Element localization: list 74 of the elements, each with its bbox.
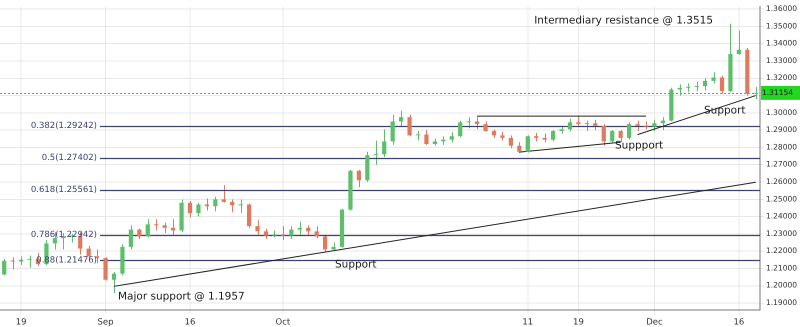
annotation: Suppport	[615, 140, 664, 152]
candlestick	[635, 120, 640, 132]
candlestick	[660, 116, 665, 131]
candlestick	[255, 220, 260, 236]
candlestick	[416, 130, 420, 142]
candlestick	[27, 255, 32, 268]
candlestick	[627, 122, 632, 140]
candlestick	[390, 114, 395, 146]
candlestick	[424, 130, 429, 146]
annotation: Support	[335, 258, 377, 271]
candlestick	[306, 224, 310, 236]
candlestick	[754, 86, 758, 100]
candlestick	[112, 271, 116, 294]
annotation: Intermediary resistance @ 1.3515	[534, 14, 713, 27]
candlestick	[280, 226, 285, 240]
candlestick	[610, 130, 614, 144]
ref-line-label: 0.382(1.29242)	[30, 121, 97, 132]
candlestick	[508, 134, 513, 149]
candlestick	[382, 128, 386, 158]
candlestick	[196, 202, 201, 218]
candlestick	[154, 218, 158, 231]
candlestick	[551, 130, 556, 142]
annotation: Major support @ 1.1957	[118, 290, 245, 303]
candlestick	[323, 234, 328, 253]
candlestick	[736, 30, 741, 56]
x-tick-label: 16	[733, 317, 744, 327]
x-tick-label: Oct	[276, 317, 291, 327]
candlestick	[230, 198, 234, 213]
candlestick	[10, 256, 15, 270]
candlestick	[356, 169, 361, 188]
candlestick	[584, 120, 589, 132]
candlestick	[652, 119, 657, 132]
x-tick-label: 19	[573, 317, 584, 327]
candlestick	[374, 140, 378, 166]
ref-line-label: 0.618(1.25561)	[30, 184, 97, 195]
x-tick-label: 16	[184, 317, 196, 327]
candlestick	[694, 81, 699, 92]
candlestick	[678, 84, 682, 96]
candlestick	[289, 226, 294, 240]
candlestick	[103, 256, 108, 282]
candlestick	[2, 258, 6, 276]
candlestick	[162, 222, 167, 234]
x-tick-label: 19	[16, 317, 27, 327]
candlestick	[171, 218, 176, 236]
annotation: Support	[704, 104, 746, 117]
candlestick	[146, 218, 150, 238]
candlestick	[568, 118, 572, 132]
x-tick-label: 11	[522, 317, 534, 327]
candlestick	[137, 228, 142, 240]
candlestick	[526, 134, 530, 154]
candlestick	[475, 116, 480, 130]
candlestick	[450, 131, 454, 143]
candlestick	[602, 124, 606, 146]
candlestick	[314, 226, 319, 239]
candlestick	[407, 114, 412, 137]
candlestick	[711, 72, 716, 84]
candlestick	[703, 78, 708, 91]
candlestick	[247, 203, 252, 228]
candlestick	[298, 221, 302, 236]
candlestick	[238, 198, 243, 214]
candlestick	[593, 119, 598, 131]
candlestick	[188, 200, 192, 218]
candlestick	[517, 142, 522, 154]
x-tick-label: Dec	[646, 317, 663, 327]
x-tick-label: Sep	[98, 317, 114, 327]
candlestick	[466, 116, 471, 129]
candlestick	[399, 110, 404, 128]
candlestick	[458, 120, 462, 138]
candlestick	[222, 184, 226, 204]
candlestick	[213, 196, 218, 212]
candlestick	[720, 75, 724, 94]
ref-line-label: 0.5(1.27402)	[42, 152, 97, 163]
candlestick	[483, 121, 488, 132]
candlestick	[128, 224, 133, 250]
